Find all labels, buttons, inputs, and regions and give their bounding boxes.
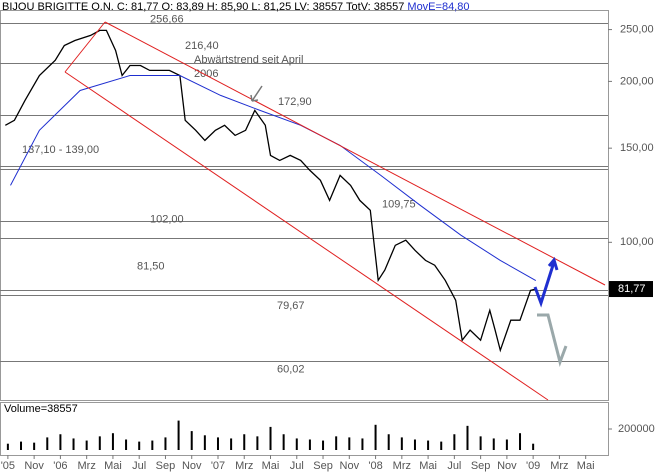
x-tick-label: '08 [368,460,382,472]
x-tick-label: Jul [132,460,146,472]
volume-bar [413,439,416,450]
volume-bar [282,434,285,450]
x-tick-label: Mai [577,460,595,472]
level-label: 60,02 [277,364,305,376]
volume-bar [243,434,246,450]
x-tick-label: Nov [24,460,44,472]
x-tick-label: Mai [419,460,437,472]
scenario-up [533,256,559,308]
volume-bar [72,438,75,450]
annotation: 2006 [194,68,218,80]
trend-channel [64,21,106,73]
volume-bar [505,439,508,450]
x-tick-label: Nov [340,460,360,472]
y-tick-label: 150,00 [620,142,654,154]
header: BIJOU BRIGITTE O.N. C: 81,77 O: 83,89 H:… [2,1,469,13]
plot: 250,00 200,00 150,00 100,00 '05 Nov '06 Mrz Mai J… [0,13,655,472]
x-tick-label: Sep [156,460,176,472]
volume-bar [427,440,430,450]
volume-bar [164,437,167,450]
level-label: 137,10 - 139,00 [22,144,99,156]
volume-bar [230,438,233,450]
level-label: 216,40 [185,40,219,52]
x-tick-label: Mrz [235,460,253,472]
volume-bar [387,434,390,450]
volume-bar [295,438,298,450]
volume-bar [85,440,88,450]
volume-bar [98,436,101,450]
volume-bar [440,441,443,450]
x-tick-label: Nov [182,460,202,472]
trend-channel [64,71,549,401]
x-tick-label: Mrz [393,460,411,472]
volume-bar [6,443,9,450]
x-tick-label: Nov [497,460,517,472]
x-tick-label: Jul [447,460,461,472]
x-tick-label: Mai [104,460,122,472]
level-label: 109,75 [382,199,416,211]
x-tick-label: Mrz [550,460,568,472]
arrow [250,85,263,102]
volume-bar [400,437,403,450]
scenario-down [537,313,568,367]
volume-bar [203,435,206,450]
y-tick-label: 100,00 [620,236,654,248]
volume-bar [519,433,522,450]
volume-bar [492,438,495,450]
volume-bar [59,434,62,450]
volume-bar [111,433,114,450]
volume-bar [151,440,154,450]
x-tick-label: Mai [262,460,280,472]
level-label: 79,67 [277,300,305,312]
volume-bar [479,436,482,450]
header-ma: MovE=84,80 [407,1,469,13]
y-tick-label: 250,00 [620,23,654,35]
level-label: 102,00 [150,214,184,226]
x-tick-label: '06 [53,460,67,472]
volume-bar [322,440,325,450]
y-tick-label: 200,00 [620,75,654,87]
x-tick-label: Sep [471,460,491,472]
annotation: Abwärtstrend seit April [194,54,303,66]
header-stats: C: 81,77 O: 83,89 H: 85,90 L: 81,25 LV: … [117,1,404,13]
level-label: 256,66 [150,13,184,25]
volume-bar [33,442,36,450]
volume-bar [269,426,272,450]
volume-bar [308,439,311,450]
x-tick-label: Mrz [78,460,96,472]
volume-bar [125,439,128,450]
volume-bar [216,437,219,450]
last-price-box [609,281,653,298]
volume-bar [466,425,469,450]
trend-channel [104,21,606,286]
volume-bar [190,431,193,450]
volume-bar [177,420,180,450]
y-tick-label: 200000 [618,423,655,435]
volume-bar [20,441,23,450]
volume-bar [256,436,259,450]
level-label: 81,50 [137,261,165,273]
price-panel [0,10,609,401]
last-price-label: 81,77 [618,283,646,295]
x-tick-label: '07 [211,460,225,472]
header-title: BIJOU BRIGITTE O.N. [2,1,114,13]
x-tick-label: Sep [313,460,333,472]
volume-bar [453,434,456,450]
x-tick-label: '09 [526,460,540,472]
price-line [4,29,536,353]
volume-bar [361,438,364,450]
volume-bar [374,424,377,450]
volume-bar [46,437,49,450]
volume-bar [348,437,351,450]
volume-bar [138,441,141,450]
volume-title: Volume=38557 [4,403,78,415]
x-tick-label: '05 [1,460,15,472]
x-tick-label: Jul [290,460,304,472]
level-label: 172,90 [278,96,312,108]
volume-bar [335,436,338,450]
volume-bar [532,443,535,450]
